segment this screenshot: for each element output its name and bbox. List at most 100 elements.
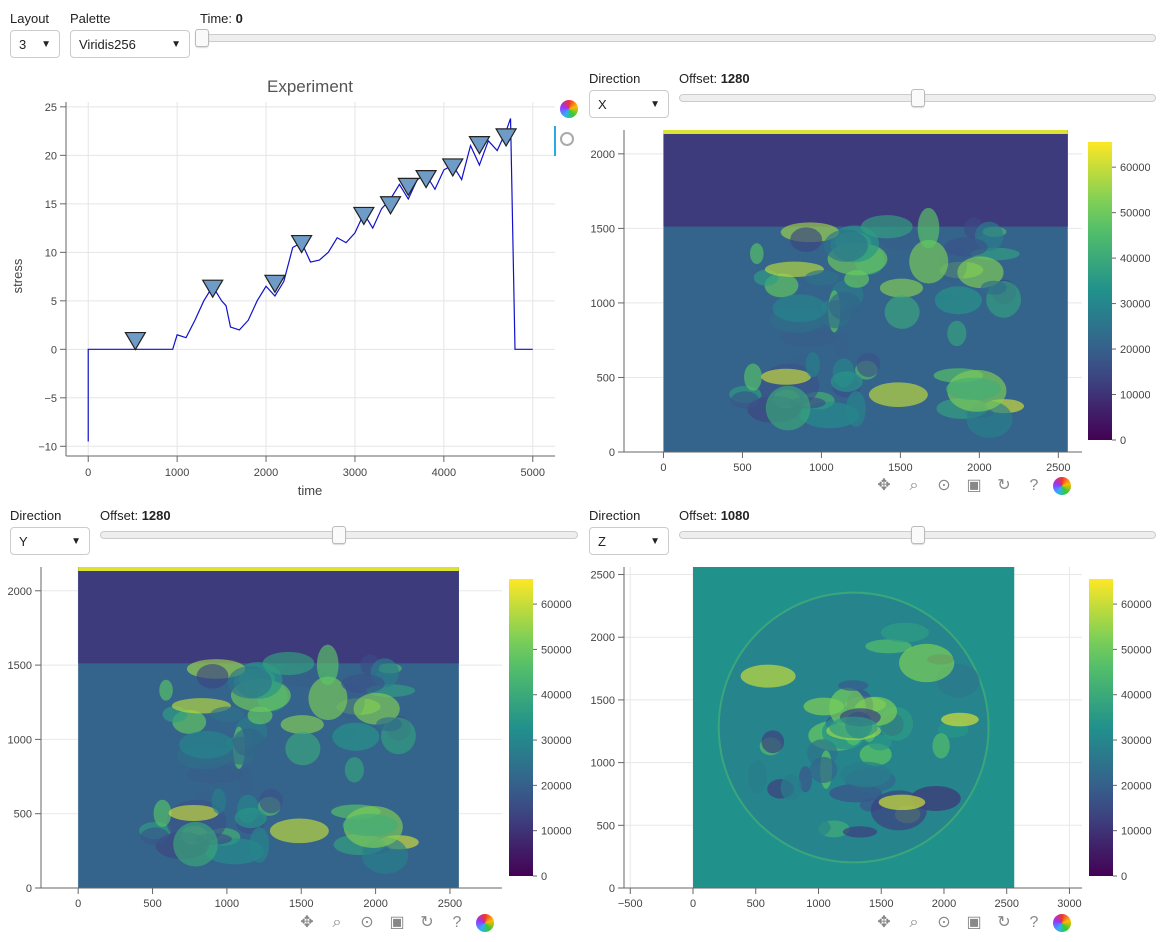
y-tick-label: 15 <box>45 199 57 211</box>
y-tick-label: 1000 <box>591 758 615 770</box>
chevron-down-icon: ▼ <box>71 535 81 547</box>
offset-label-x: Offset: 1280 <box>679 71 750 86</box>
grain <box>353 692 400 725</box>
direction-select-z[interactable]: Z ▼ <box>589 527 669 555</box>
y-tick-label: 0 <box>51 344 57 356</box>
wheel-zoom-icon[interactable]: ⊙ <box>937 914 951 931</box>
bokeh-logo-icon[interactable] <box>560 100 578 118</box>
grain <box>830 371 863 392</box>
y-tick-label: 0 <box>609 883 615 895</box>
layout-select[interactable]: 3 ▼ <box>10 30 60 58</box>
grain <box>740 664 796 688</box>
colorbar-tick-label: 40000 <box>541 690 572 702</box>
colorbar-tick-label: 0 <box>1121 871 1127 883</box>
box-zoom-icon[interactable]: ⌕ <box>909 477 919 494</box>
grain <box>957 256 1004 289</box>
box-zoom-icon[interactable]: ⌕ <box>332 914 342 931</box>
grain <box>846 390 866 427</box>
image-top-band <box>663 130 1068 227</box>
grain <box>804 270 839 286</box>
reset-icon[interactable]: ↻ <box>997 477 1011 494</box>
x-tick-label: 2000 <box>363 898 387 910</box>
y-tick-label: 2000 <box>591 149 615 161</box>
y-tick-label: 2500 <box>591 570 615 582</box>
chevron-down-icon: ▼ <box>41 38 51 50</box>
pan-icon[interactable]: ✥ <box>300 914 314 931</box>
offset-slider-handle-z[interactable] <box>910 526 925 544</box>
direction-select-x[interactable]: X ▼ <box>589 90 669 118</box>
colorbar <box>1088 142 1112 440</box>
bokeh-logo-icon[interactable] <box>1053 914 1071 932</box>
x-tick-label: 0 <box>75 898 81 910</box>
wheel-zoom-icon[interactable]: ⊙ <box>360 914 374 931</box>
grain <box>239 767 253 797</box>
triangle-marker <box>124 331 147 351</box>
grain <box>280 715 324 734</box>
grain <box>878 794 926 811</box>
help-icon[interactable]: ? <box>1029 477 1039 494</box>
offset-slider-handle-x[interactable] <box>910 89 925 107</box>
y-tick-label: 1500 <box>591 695 615 707</box>
bokeh-logo-icon[interactable] <box>476 914 494 932</box>
grain <box>828 291 862 321</box>
grain <box>917 207 940 249</box>
direction-value-y: Y <box>19 533 28 549</box>
direction-label-x: Direction <box>589 71 641 86</box>
grain <box>308 676 348 721</box>
y-tick-label: 500 <box>14 809 32 821</box>
wheel-zoom-icon[interactable]: ⊙ <box>937 477 951 494</box>
colorbar-tick-label: 40000 <box>1121 690 1152 702</box>
triangle-marker <box>397 177 420 197</box>
grain <box>880 622 930 643</box>
reset-icon[interactable]: ↻ <box>997 914 1011 931</box>
x-tick-label: 1500 <box>289 898 313 910</box>
direction-value-z: Z <box>598 533 606 549</box>
reset-icon[interactable]: ↻ <box>420 914 434 931</box>
pan-icon[interactable]: ✥ <box>877 914 891 931</box>
save-icon[interactable]: ▣ <box>389 914 405 931</box>
toolbar-y: ✥ ⌕ ⊙ ▣ ↻ ? <box>296 912 494 934</box>
grain <box>168 804 219 821</box>
x-tick-label: 0 <box>85 467 91 479</box>
grain <box>234 807 267 829</box>
y-tick-label: 1500 <box>591 223 615 235</box>
x-tick-label: 3000 <box>343 467 367 479</box>
slice-z-image-plot[interactable]: −500 0 500 1000 1500 2000 2500 3000050010001500… <box>580 562 1155 912</box>
grain <box>211 788 226 814</box>
grain <box>800 402 860 429</box>
pan-icon[interactable]: ✥ <box>877 477 891 494</box>
grain <box>844 270 870 288</box>
slice-y-image-plot[interactable]: 0 500 1000 1500 2000 250005001000150020000100… <box>0 562 575 912</box>
box-zoom-icon[interactable]: ⌕ <box>909 914 919 931</box>
grain <box>341 674 385 694</box>
time-slider-track[interactable] <box>200 34 1156 42</box>
grain <box>332 722 380 751</box>
x-tick-label: 2000 <box>967 462 991 474</box>
triangle-marker <box>495 128 518 148</box>
triangle-marker <box>379 196 402 215</box>
help-icon[interactable]: ? <box>452 914 462 931</box>
grain <box>932 733 950 759</box>
grain <box>909 239 949 284</box>
x-tick-label: −500 <box>618 898 643 910</box>
palette-select[interactable]: Viridis256 ▼ <box>70 30 190 58</box>
grain <box>232 728 266 757</box>
toolbar-x: ✥ ⌕ ⊙ ▣ ↻ ? <box>873 475 1071 497</box>
offset-label-y: Offset: 1280 <box>100 508 171 523</box>
save-icon[interactable]: ▣ <box>966 914 982 931</box>
grain <box>269 818 329 844</box>
slice-x-image-plot[interactable]: 0 500 1000 1500 2000 250005001000150020000100… <box>580 125 1150 480</box>
direction-select-y[interactable]: Y ▼ <box>10 527 90 555</box>
layout-select-value: 3 <box>19 36 27 52</box>
offset-slider-handle-y[interactable] <box>332 526 346 544</box>
y-tick-label: 25 <box>45 102 57 114</box>
save-icon[interactable]: ▣ <box>966 477 982 494</box>
colorbar-tick-label: 10000 <box>541 826 572 838</box>
time-slider-handle[interactable] <box>195 29 209 47</box>
grain <box>879 278 924 298</box>
y-axis-label: stress <box>10 258 25 293</box>
hover-tool-icon[interactable] <box>560 132 574 146</box>
grain <box>744 363 762 391</box>
help-icon[interactable]: ? <box>1029 914 1039 931</box>
bokeh-logo-icon[interactable] <box>1053 477 1071 495</box>
